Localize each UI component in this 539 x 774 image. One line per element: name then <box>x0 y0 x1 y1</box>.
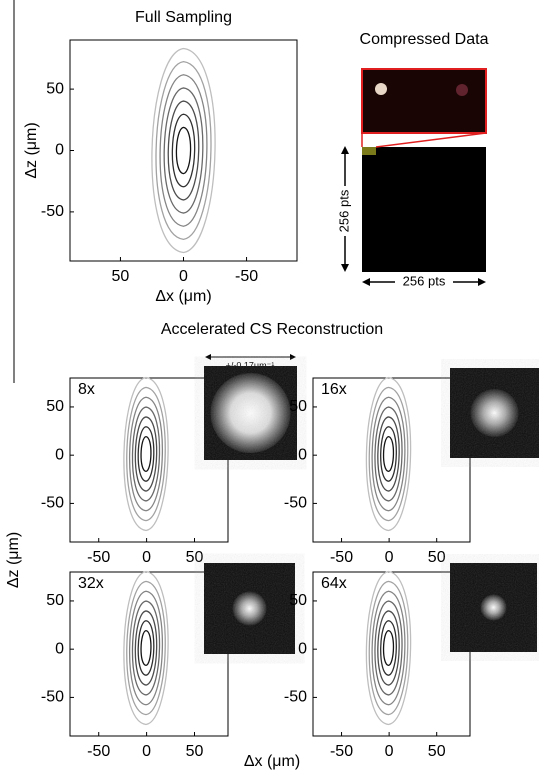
panel-label: 8x <box>78 381 95 398</box>
y-tick-label: -50 <box>41 495 64 512</box>
x-axis-label: Δx (μm) <box>244 753 300 770</box>
x-tick-label: 0 <box>142 743 151 760</box>
zoom-spot <box>375 83 387 95</box>
panel-label: 64x <box>321 575 347 592</box>
x-tick-label: 50 <box>186 549 204 566</box>
y-axis-label: Δz (μm) <box>23 122 40 178</box>
x-tick-label: 50 <box>428 743 446 760</box>
x-tick-label: 50 <box>186 743 204 760</box>
reconstruction-title: Accelerated CS Reconstruction <box>161 321 383 338</box>
inset-noise <box>450 563 537 652</box>
y-tick-label: -50 <box>41 203 64 220</box>
y-tick-label: -50 <box>284 495 307 512</box>
zoom-box <box>362 69 486 133</box>
width-label: 256 pts <box>403 273 446 288</box>
y-tick-label: 50 <box>289 398 307 415</box>
inset-noise <box>204 366 297 460</box>
x-tick-label: -50 <box>87 549 110 566</box>
x-tick-label: 50 <box>428 549 446 566</box>
y-tick-label: 50 <box>46 592 64 609</box>
y-tick-label: -50 <box>284 689 307 706</box>
plot-area <box>313 378 470 542</box>
panel-title: Full Sampling <box>135 9 232 26</box>
y-tick-label: 0 <box>298 640 307 657</box>
height-label: 256 pts <box>336 189 351 232</box>
y-tick-label: 50 <box>289 592 307 609</box>
x-tick-label: -50 <box>330 743 353 760</box>
y-tick-label: 0 <box>55 640 64 657</box>
y-tick-label: 50 <box>46 80 64 97</box>
x-tick-label: 0 <box>385 743 394 760</box>
y-tick-label: 0 <box>55 142 64 159</box>
panel-label: 32x <box>78 575 104 592</box>
x-tick-label: -50 <box>87 743 110 760</box>
data-square <box>362 147 486 272</box>
zoom-line <box>376 133 486 147</box>
inset-noise <box>450 368 539 458</box>
y-tick-label: -50 <box>41 689 64 706</box>
inset-noise <box>204 563 295 654</box>
x-tick-label: 0 <box>142 549 151 566</box>
y-tick-label: 50 <box>46 398 64 415</box>
zoom-region <box>362 147 376 155</box>
x-axis-label: Δx (μm) <box>155 288 211 305</box>
x-tick-label: -50 <box>330 549 353 566</box>
x-tick-label: -50 <box>235 268 258 285</box>
panel-label: 16x <box>321 381 347 398</box>
y-tick-label: 0 <box>55 446 64 463</box>
x-tick-label: 0 <box>179 268 188 285</box>
y-tick-label: 0 <box>298 446 307 463</box>
y-axis-label: Δz (μm) <box>5 532 22 588</box>
x-tick-label: 50 <box>112 268 130 285</box>
x-tick-label: 0 <box>385 549 394 566</box>
plot-area <box>313 572 470 736</box>
plot-area <box>70 40 297 261</box>
compressed-title: Compressed Data <box>360 31 489 48</box>
figure: Compressed Data 256 pts 256 pts Accelera… <box>0 0 539 774</box>
zoom-spot <box>456 84 468 96</box>
